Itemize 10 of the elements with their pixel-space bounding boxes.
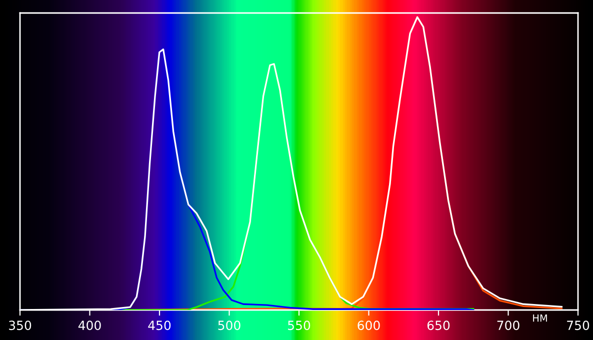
x-tick-label: 600: [358, 320, 380, 330]
x-axis-title: НМ: [533, 314, 547, 322]
x-tick-label: 450: [148, 320, 171, 330]
x-tick-label: 500: [218, 320, 240, 330]
x-tick-label: 750: [567, 320, 590, 330]
x-tick-label: 400: [78, 320, 101, 330]
x-tick-label: 700: [497, 320, 520, 330]
x-tick-label: 550: [288, 320, 310, 330]
x-tick-label: 350: [9, 320, 32, 330]
x-tick-label: 650: [427, 320, 450, 330]
